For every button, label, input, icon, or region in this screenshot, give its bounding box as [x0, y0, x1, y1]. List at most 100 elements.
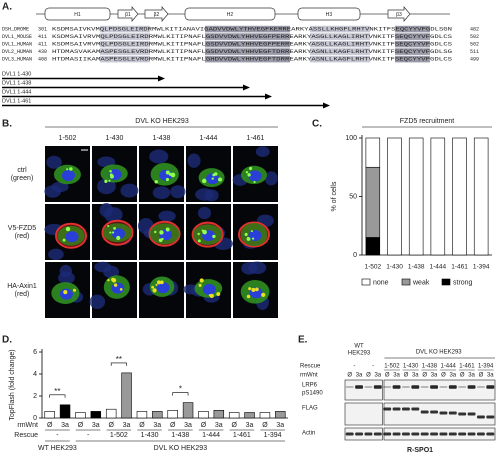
puncta [201, 178, 207, 184]
arrow-head [323, 102, 330, 109]
rescue-label: 1-461 [233, 432, 251, 439]
lane-label: Ø [385, 373, 390, 379]
x-tick-label: 3a [123, 422, 131, 429]
band [411, 407, 420, 411]
nucleus [65, 231, 79, 243]
bar-segment [452, 137, 467, 256]
construct-label: DVL1 1-430 [2, 71, 31, 77]
conservation-shade [205, 40, 290, 48]
lane-label: 3a [468, 373, 475, 379]
row-label: rmWnt [300, 373, 318, 379]
row-label: Rescue [14, 432, 38, 439]
nucleus [61, 169, 75, 181]
row-label: ctrl [17, 167, 27, 174]
band [477, 415, 485, 419]
band [411, 385, 420, 389]
x-tick-label: 3a [61, 422, 69, 429]
bar [105, 408, 117, 419]
row-label: (red) [15, 291, 30, 298]
band [467, 385, 476, 389]
cell-line-label: DVL KO HEK293 [154, 445, 208, 452]
puncta [198, 283, 202, 287]
puncta [165, 170, 170, 175]
nucleus-bg [103, 265, 120, 279]
bar [275, 411, 286, 419]
blot-label: pS1490 [302, 391, 323, 397]
sequence-start: 411 [38, 34, 47, 40]
puncta [208, 294, 211, 297]
sequence-end: 482 [470, 26, 479, 32]
nucleus-bg [204, 189, 219, 202]
lane-label: Ø [479, 373, 484, 379]
blot-footer: R-SPO1 [407, 447, 433, 454]
puncta [72, 288, 77, 292]
nucleus-bg [97, 156, 116, 168]
bar [259, 412, 271, 419]
sequence-start: 430 [38, 49, 47, 55]
puncta [251, 287, 256, 292]
puncta [202, 229, 207, 235]
puncta [168, 172, 172, 176]
x-tick-label: Ø [262, 422, 268, 429]
band [392, 407, 401, 411]
x-tick-label: 1-430 [386, 264, 403, 271]
band [439, 432, 448, 436]
column-label: 1-502 [59, 135, 77, 142]
legend-swatch [401, 278, 411, 286]
nucleus-bg [187, 153, 201, 168]
puncta [109, 231, 112, 234]
band [383, 432, 392, 436]
y-axis-label: TopFlash (fold change) [9, 349, 16, 420]
y-tick-label: 0 [353, 252, 357, 259]
nucleus-bg [59, 264, 72, 278]
construct-label: DVL1 1-444 [2, 89, 31, 95]
conservation-shade [310, 40, 370, 48]
conservation-shade [310, 33, 370, 40]
conservation-shade [100, 40, 150, 48]
puncta [119, 287, 123, 291]
puncta [104, 179, 108, 183]
rescue-label: - [353, 364, 355, 370]
nucleus-bg [149, 149, 169, 164]
lane-label: 3a [393, 373, 400, 379]
nucleus-bg [120, 183, 139, 198]
row-label: rmWnt [17, 422, 38, 429]
nucleus-bg [89, 294, 106, 310]
lane-label: 3a [412, 373, 419, 379]
nucleus-bg [99, 203, 113, 218]
rescue-label: 1-444 [440, 364, 456, 370]
sequence: KSDMSAIVRVMQLPDSGLEIRDRMWLKITIPNAFLGSDVV… [52, 41, 452, 47]
bar [59, 404, 71, 419]
rescue-label: 1-430 [141, 432, 159, 439]
puncta [199, 278, 204, 283]
sequence-end: 511 [470, 49, 479, 55]
bar-segment [365, 137, 381, 168]
blot [383, 379, 496, 401]
band [458, 432, 467, 436]
puncta [113, 226, 116, 230]
puncta [111, 231, 115, 234]
sequence-name: DVL1_HUMAN [2, 41, 32, 47]
x-tick-label: Ø [108, 422, 114, 429]
puncta [255, 287, 259, 292]
lane-label: Ø [422, 373, 427, 379]
nucleus [111, 228, 125, 240]
x-tick-label: 3a [246, 422, 254, 429]
rescue-label: 1-461 [459, 364, 475, 370]
nucleus [156, 282, 170, 294]
legend-label: strong [453, 279, 473, 286]
helix [44, 7, 111, 21]
nucleus [111, 282, 125, 294]
x-tick-label: Ø [170, 422, 176, 429]
conservation-shade [205, 33, 290, 40]
sequence-name: DVL2_HUMAN [2, 49, 32, 55]
helix [297, 7, 361, 21]
band [467, 432, 476, 436]
conservation-shade [100, 33, 150, 40]
cell-line-label: WT [354, 344, 364, 350]
rescue-label: 1-444 [202, 432, 220, 439]
puncta [246, 237, 250, 240]
bar [198, 411, 209, 419]
nucleus-bg [255, 146, 270, 157]
